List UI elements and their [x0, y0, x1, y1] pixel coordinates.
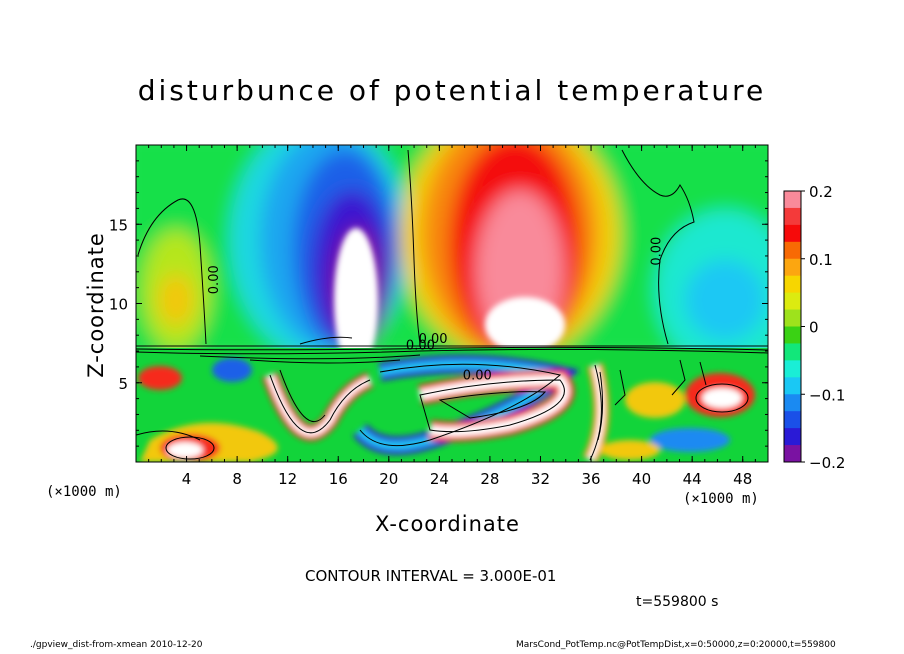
y-tick-label: 5	[118, 375, 128, 393]
colorbar-tick-label: 0.2	[809, 183, 833, 201]
x-tick-label: 12	[278, 470, 297, 488]
x-tick-label: 48	[733, 470, 752, 488]
colorbar-swatch	[784, 394, 801, 412]
x-tick-label: 24	[430, 470, 449, 488]
colorbar-swatch	[784, 241, 801, 260]
y-tick-label: 10	[109, 296, 128, 314]
colorbar-tick-label: −0.1	[809, 386, 845, 404]
x-tick-label: 44	[683, 470, 702, 488]
colorbar-swatch	[784, 309, 801, 327]
colorbar-swatch	[784, 411, 801, 429]
colorbar-tick-label: 0.1	[809, 251, 833, 269]
colorbar-tick-label: −0.2	[809, 454, 845, 472]
chart-title: disturbunce of potential temperature	[137, 74, 767, 107]
contour-interval-label: CONTOUR INTERVAL = 3.000E-01	[305, 567, 557, 585]
y-axis-unit: (×1000 m)	[46, 484, 122, 500]
y-tick-label: 15	[109, 216, 128, 234]
x-tick-label: 40	[632, 470, 651, 488]
colorbar-swatch	[784, 207, 801, 226]
colorbar-swatch	[784, 445, 801, 463]
time-label: t=559800 s	[636, 594, 719, 610]
contour-label: 0.00	[463, 369, 492, 384]
colorbar-swatch	[784, 343, 801, 361]
x-tick-label: 20	[379, 470, 398, 488]
colorbar-swatch	[784, 258, 801, 277]
colorbar-swatch	[784, 292, 801, 311]
x-tick-label: 36	[581, 470, 600, 488]
colorbar-swatch	[784, 428, 801, 446]
colorbar-swatch	[784, 224, 801, 243]
footer-left: ./gpview_dist-from-xmean 2010-12-20	[30, 640, 203, 650]
x-axis-unit: (×1000 m)	[683, 491, 759, 507]
x-tick-label: 28	[480, 470, 499, 488]
colorbar: 0.2 0.1 0 −0.1 −0.2	[783, 183, 845, 472]
colorbar-swatch	[784, 360, 801, 378]
contour-label: 0.00	[419, 332, 448, 347]
x-tick-label: 32	[531, 470, 550, 488]
colorbar-swatch	[784, 377, 801, 395]
colorbar-tick-label: 0	[809, 319, 819, 337]
x-tick-label: 16	[329, 470, 348, 488]
x-tick-label: 4	[182, 470, 192, 488]
x-axis-label: X-coordinate	[375, 512, 520, 536]
contour-label: 0.00	[650, 237, 665, 266]
colorbar-swatch	[784, 275, 801, 294]
colorbar-swatch	[784, 326, 801, 344]
colorbar-swatch	[784, 191, 801, 209]
plot-area	[136, 145, 768, 462]
contour-label: 0.00	[406, 338, 435, 353]
contour-label: 0.00	[207, 265, 222, 294]
x-tick-label: 8	[232, 470, 242, 488]
footer-right: MarsCond_PotTemp.nc@PotTempDist,x=0:5000…	[516, 640, 836, 650]
